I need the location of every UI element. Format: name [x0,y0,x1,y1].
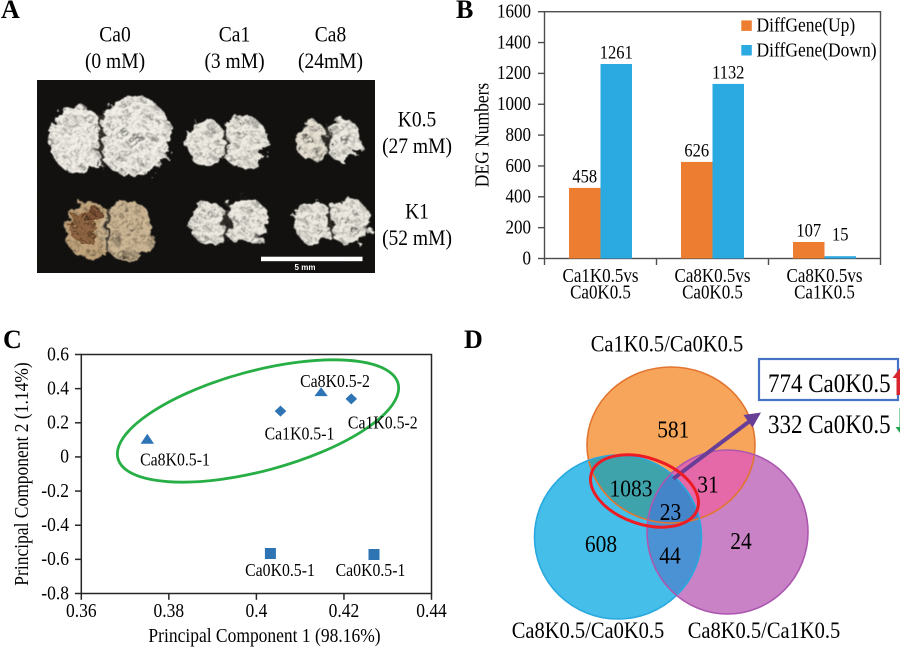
svg-text:DiffGene(Down): DiffGene(Down) [757,39,877,61]
svg-text:Ca0K0.5: Ca0K0.5 [682,281,743,302]
svg-text:Ca0K0.5-1: Ca0K0.5-1 [336,560,406,580]
svg-text:458: 458 [572,165,597,186]
svg-text:1261: 1261 [600,41,633,62]
svg-text:DEG Numbers: DEG Numbers [471,83,493,187]
svg-text:Ca1K0.5-1: Ca1K0.5-1 [265,423,335,443]
svg-text:Ca0K0.5-1: Ca0K0.5-1 [245,560,315,580]
svg-text:800: 800 [506,124,531,145]
svg-text:0.4: 0.4 [245,600,267,622]
svg-text:DiffGene(Up): DiffGene(Up) [757,15,856,37]
svg-text:15: 15 [832,223,849,244]
svg-text:1132: 1132 [712,61,744,82]
svg-text:1000: 1000 [497,93,531,114]
svg-text:608: 608 [585,531,617,559]
svg-text:44: 44 [659,542,681,570]
svg-text:600: 600 [506,155,531,176]
svg-text:626: 626 [684,139,709,160]
svg-text:Principal Component 2 (1.14%): Principal Component 2 (1.14%) [11,362,33,585]
svg-text:200: 200 [506,216,531,237]
svg-text:31: 31 [697,471,718,499]
svg-text:1083: 1083 [610,475,653,503]
svg-text:0: 0 [60,446,69,468]
svg-text:Ca1K0.5: Ca1K0.5 [794,281,855,302]
svg-text:Ca1K0.5/Ca0K0.5: Ca1K0.5/Ca0K0.5 [591,330,744,357]
svg-text:Ca8K0.5/Ca0K0.5: Ca8K0.5/Ca0K0.5 [512,617,665,644]
svg-text:107: 107 [796,219,821,240]
svg-text:Ca8K0.5-1: Ca8K0.5-1 [140,450,210,470]
svg-text:24: 24 [730,528,752,556]
svg-text:0.6: 0.6 [47,343,69,365]
svg-text:1200: 1200 [497,62,531,83]
svg-text:332 Ca0K0.5: 332 Ca0K0.5 [768,411,891,440]
svg-text:0.4: 0.4 [47,377,69,399]
svg-text:400: 400 [506,186,531,207]
svg-text:23: 23 [660,499,681,527]
svg-text:-0.4: -0.4 [41,514,69,536]
svg-text:1600: 1600 [497,0,531,21]
svg-text:0: 0 [523,247,531,268]
svg-text:Ca8K0.5/Ca1K0.5: Ca8K0.5/Ca1K0.5 [688,617,841,644]
svg-text:0.38: 0.38 [154,600,185,622]
svg-text:1400: 1400 [497,31,531,52]
svg-text:0.42: 0.42 [329,600,360,622]
svg-text:-0.8: -0.8 [41,582,69,604]
svg-text:-0.2: -0.2 [41,480,69,502]
svg-text:Ca0K0.5: Ca0K0.5 [570,281,631,302]
svg-text:581: 581 [657,416,689,444]
svg-text:Ca8K0.5-2: Ca8K0.5-2 [300,371,370,391]
svg-text:Ca1K0.5-2: Ca1K0.5-2 [348,412,418,432]
svg-text:774 Ca0K0.5: 774 Ca0K0.5 [768,370,891,399]
svg-text:Principal Component 1 (98.16%): Principal Component 1 (98.16%) [148,625,380,647]
svg-text:5 mm: 5 mm [295,263,316,272]
svg-text:-0.6: -0.6 [41,548,69,570]
svg-text:0.36: 0.36 [66,600,97,622]
svg-text:0.2: 0.2 [47,412,69,434]
